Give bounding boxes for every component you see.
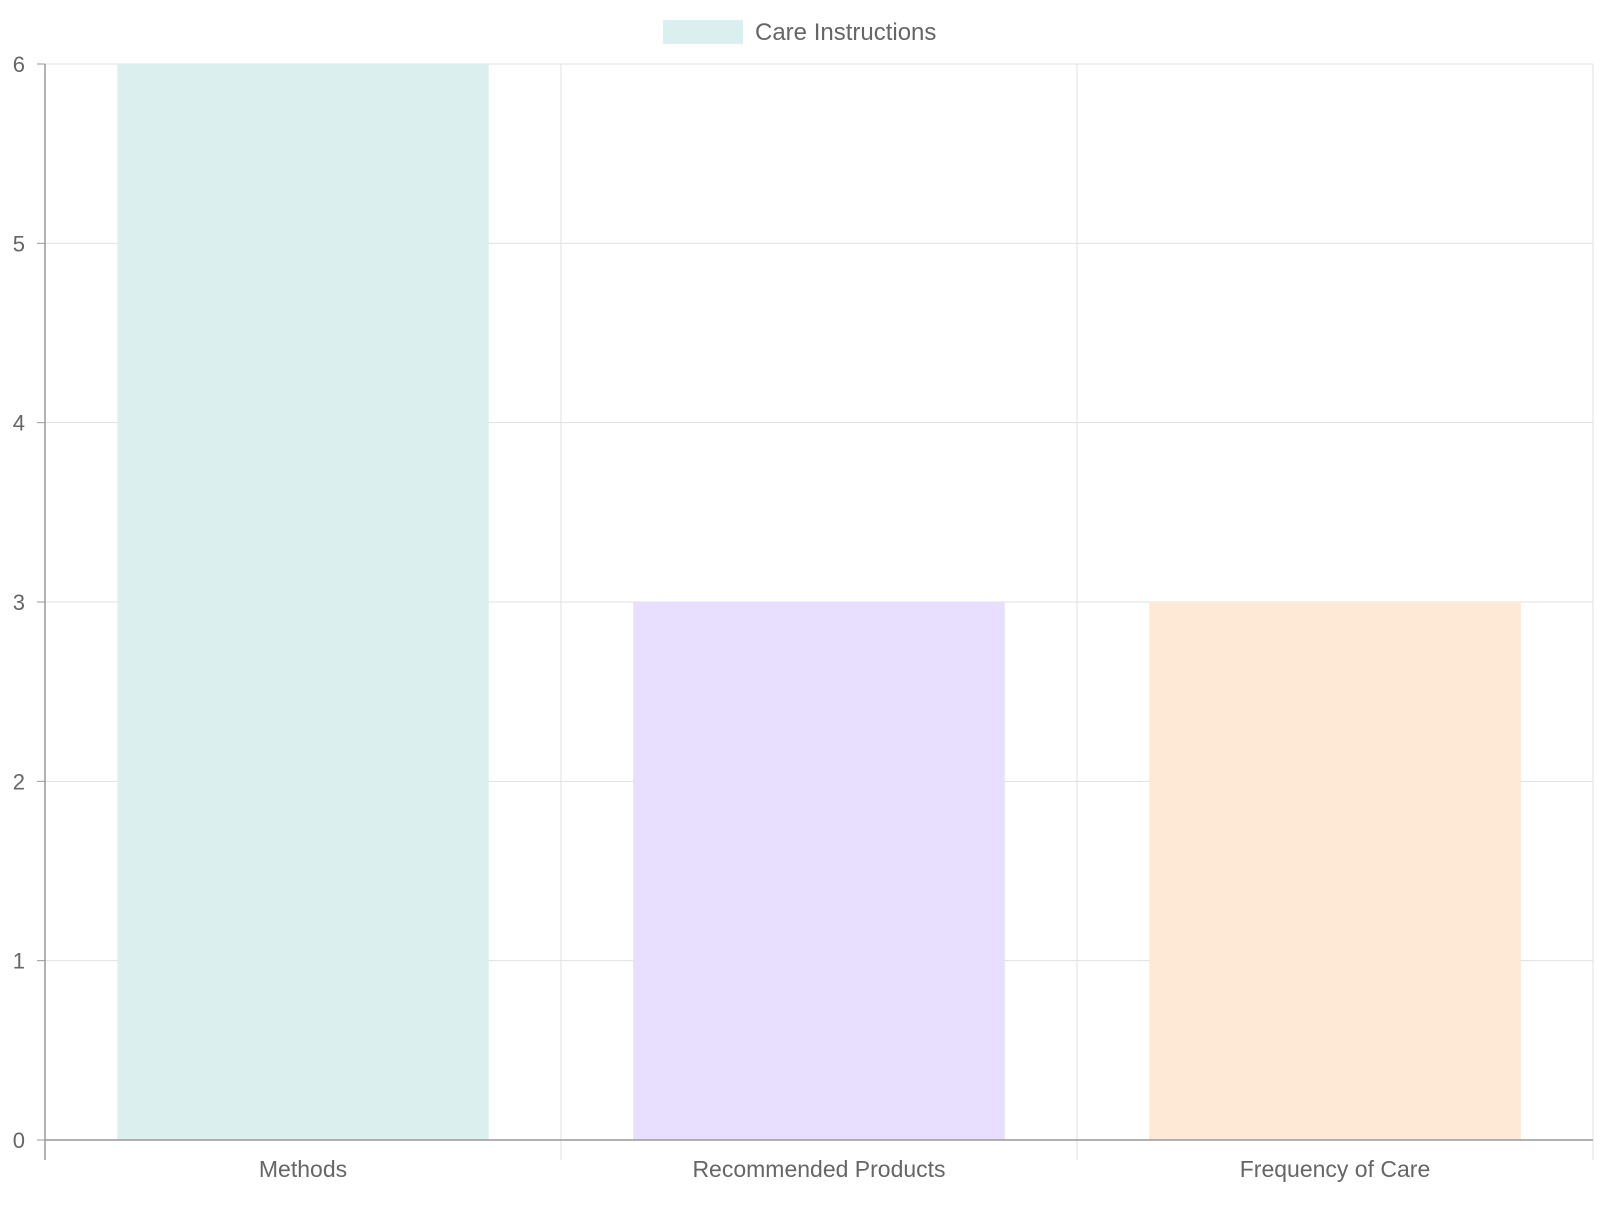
y-tick-label-2: 2 [13,769,25,794]
y-tick-label-5: 5 [13,231,25,256]
legend-label[interactable]: Care Instructions [755,19,936,46]
x-tick-label-methods: Methods [259,1156,347,1182]
y-tick-label-0: 0 [13,1128,25,1153]
legend-swatch[interactable] [663,20,743,44]
tick-labels: 0 1 2 3 4 5 6 Methods Recommended Products Freque… [13,52,1430,1182]
x-tick-label-recommended-products: Recommended Products [692,1156,945,1182]
axes [37,63,1593,1160]
bar-recommended-products[interactable] [633,602,1005,1140]
x-tick-label-frequency-of-care: Frequency of Care [1240,1156,1430,1182]
bar-frequency-of-care[interactable] [1149,602,1521,1140]
y-tick-label-3: 3 [13,590,25,615]
legend[interactable]: Care Instructions [663,19,936,46]
bars [117,64,1521,1140]
y-tick-label-4: 4 [13,411,25,436]
y-tick-label-1: 1 [13,949,25,974]
bar-methods[interactable] [117,64,489,1140]
y-tick-label-6: 6 [13,52,25,77]
